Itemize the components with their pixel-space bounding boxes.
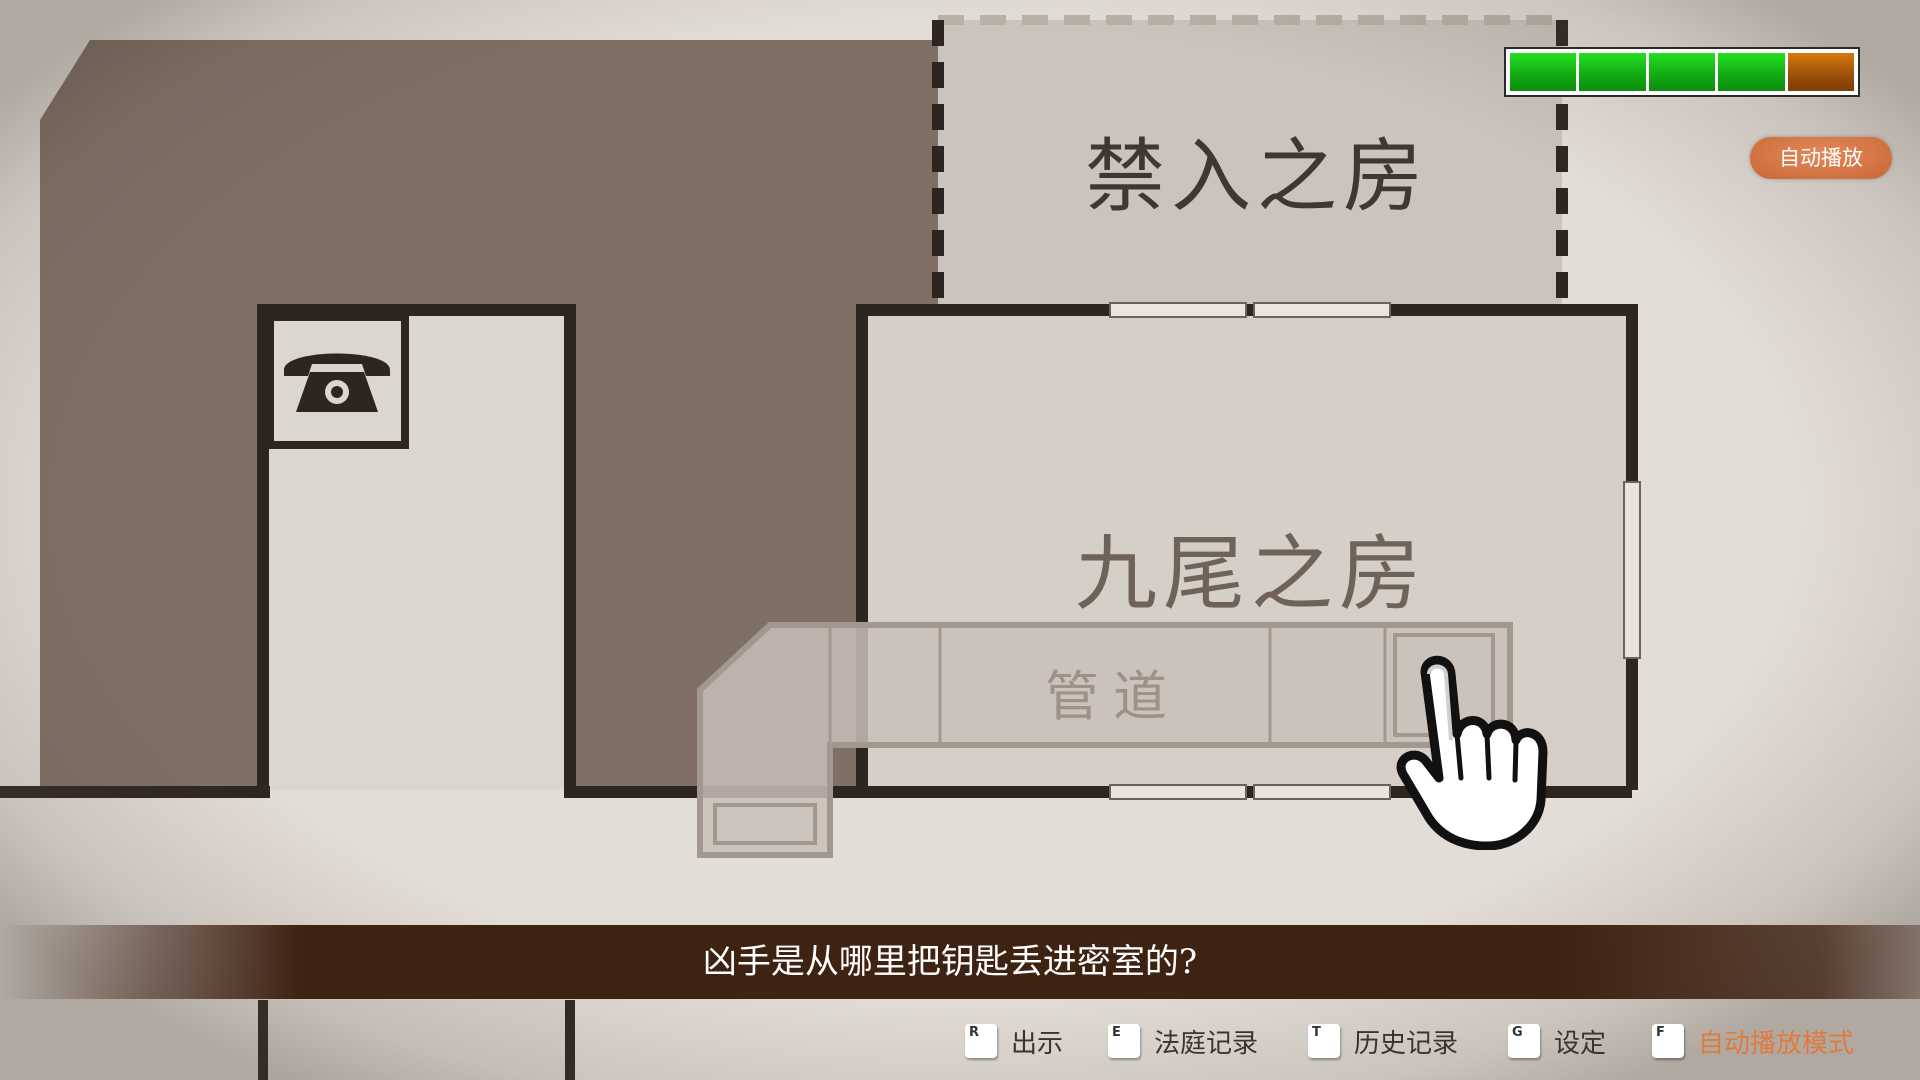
door-bottom-right — [1253, 784, 1391, 800]
forbidden-room-label: 禁入之房 — [1085, 130, 1429, 223]
auto-play-badge[interactable]: 自动播放 — [1750, 137, 1892, 179]
pipe-outlet[interactable] — [713, 803, 817, 845]
key-t-icon: T — [1308, 1024, 1340, 1058]
key-e-icon: E — [1108, 1024, 1140, 1058]
dialog-box[interactable]: 凶手是从哪里把钥匙丢进密室的? — [0, 925, 1920, 999]
dark-exterior-area — [40, 40, 940, 798]
key-e-letter: E — [1112, 1025, 1121, 1040]
door-top-left — [1109, 302, 1247, 318]
history-log-button[interactable]: T 历史记录 — [1308, 1020, 1458, 1062]
key-f-icon: F — [1652, 1024, 1684, 1058]
health-segment-full — [1579, 53, 1646, 91]
health-segment-full — [1510, 53, 1577, 91]
nine-tail-room-label: 九尾之房 — [1075, 527, 1428, 622]
door-top-right — [1253, 302, 1391, 318]
history-log-label: 历史记录 — [1354, 1028, 1459, 1059]
auto-play-mode-button[interactable]: F 自动播放模式 — [1652, 1020, 1854, 1062]
key-t-letter: T — [1312, 1025, 1321, 1040]
door-bottom-left — [1109, 784, 1247, 800]
auto-play-mode-label: 自动播放模式 — [1698, 1028, 1855, 1059]
key-f-letter: F — [1656, 1025, 1665, 1040]
key-g-letter: G — [1512, 1025, 1523, 1040]
corridor-walls — [257, 304, 576, 790]
window-right — [1623, 481, 1641, 659]
health-bar — [1504, 47, 1860, 97]
pipe-duct[interactable] — [697, 622, 1513, 858]
key-g-icon: G — [1508, 1024, 1540, 1058]
telephone-icon[interactable] — [280, 342, 394, 416]
settings-button[interactable]: G 设定 — [1508, 1020, 1606, 1062]
health-segment-full — [1718, 53, 1785, 91]
health-segment-full — [1648, 53, 1716, 91]
court-record-button[interactable]: E 法庭记录 — [1108, 1020, 1258, 1062]
lower-corridor — [263, 1000, 570, 1080]
present-button[interactable]: R 出示 — [965, 1020, 1063, 1062]
dialog-text: 凶手是从哪里把钥匙丢进密室的? — [702, 942, 1198, 982]
forbidden-room[interactable] — [938, 20, 1562, 305]
settings-label: 设定 — [1554, 1028, 1607, 1059]
court-record-label: 法庭记录 — [1154, 1028, 1259, 1059]
pipe-label: 管道 — [1045, 665, 1181, 728]
present-label: 出示 — [1011, 1028, 1064, 1059]
key-r-icon: R — [965, 1024, 997, 1058]
health-segment-lost — [1787, 53, 1855, 91]
pointing-hand-icon[interactable] — [1395, 650, 1575, 850]
key-r-letter: R — [969, 1025, 980, 1040]
